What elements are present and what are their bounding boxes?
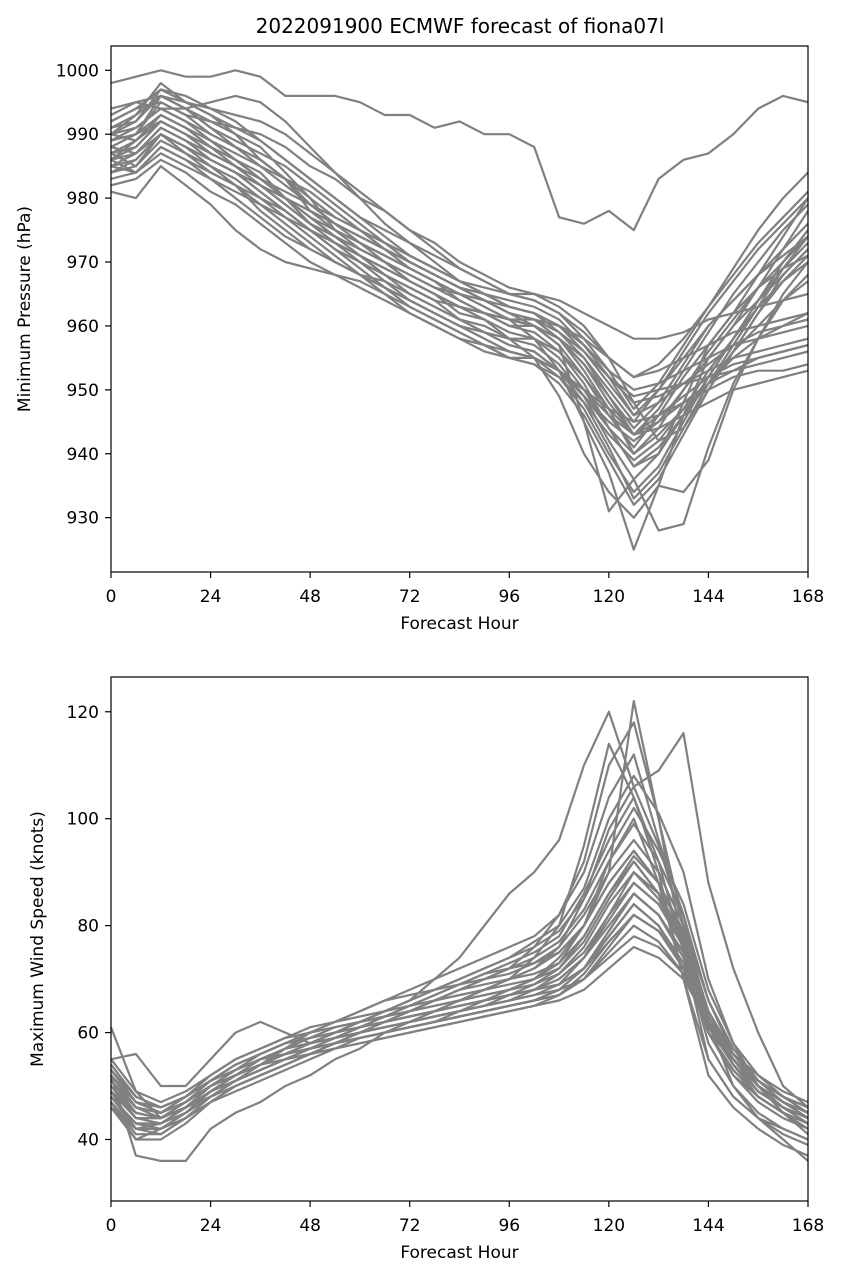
- wind-x-tick-label: 96: [498, 1216, 520, 1236]
- wind-x-ticks: 0 24 48 72 96 120 144 168: [106, 1201, 824, 1236]
- pressure-y-tick-label: 980: [67, 189, 99, 209]
- wind-y-tick-label: 60: [77, 1024, 99, 1044]
- wind-member-line-32: [110, 913, 809, 1109]
- wind-x-axis-label: Forecast Hour: [400, 1243, 518, 1263]
- pressure-y-tick-label: 950: [67, 381, 99, 401]
- pressure-y-tick-label: 990: [67, 125, 99, 145]
- pressure-y-axis-label: Minimum Pressure (hPa): [15, 206, 35, 412]
- pressure-x-tick-label: 144: [692, 587, 724, 607]
- wind-x-tick-label: 0: [106, 1216, 117, 1236]
- pressure-x-tick-label: 168: [792, 587, 824, 607]
- wind-x-tick-label: 168: [792, 1216, 824, 1236]
- pressure-y-tick-label: 1000: [56, 61, 99, 81]
- pressure-member-line-23: [110, 113, 809, 436]
- wind-plot-frame: [110, 676, 809, 1202]
- wind-y-tick-label: 80: [77, 917, 99, 937]
- wind-x-tick-label: 144: [692, 1216, 724, 1236]
- pressure-member-line-13: [110, 94, 809, 411]
- wind-y-tick-label: 120: [67, 703, 99, 723]
- wind-x-tick-label: 120: [593, 1216, 625, 1236]
- pressure-member-line-29: [110, 113, 809, 417]
- pressure-y-tick-label: 930: [67, 509, 99, 529]
- wind-member-line-27: [110, 945, 809, 1120]
- pressure-y-tick-label: 940: [67, 445, 99, 465]
- wind-panel: 0 24 48 72 96 120 144 168 40 60 80 100 120 Forecast…: [28, 676, 824, 1263]
- pressure-x-tick-label: 96: [498, 587, 520, 607]
- wind-member-line-31: [110, 913, 809, 1120]
- wind-y-ticks: 40 60 80 100 120: [67, 703, 111, 1151]
- pressure-y-ticks: 930 940 950 960 970 980 990 1000: [56, 61, 111, 529]
- pressure-x-axis-label: Forecast Hour: [400, 614, 518, 634]
- wind-x-tick-label: 24: [200, 1216, 222, 1236]
- pressure-y-tick-label: 960: [67, 317, 99, 337]
- pressure-member-line-28: [110, 133, 809, 423]
- wind-y-axis-label: Maximum Wind Speed (knots): [28, 811, 48, 1067]
- pressure-plot-frame: [110, 45, 809, 573]
- pressure-x-tick-label: 120: [593, 587, 625, 607]
- chart-title: 2022091900 ECMWF forecast of fiona07l: [256, 14, 665, 38]
- wind-x-tick-label: 72: [399, 1216, 421, 1236]
- pressure-member-line-1: [110, 69, 809, 232]
- pressure-y-tick-label: 970: [67, 253, 99, 273]
- pressure-x-tick-label: 24: [200, 587, 222, 607]
- pressure-member-line-31: [110, 94, 809, 379]
- pressure-x-ticks: 0 24 48 72 96 120 144 168: [106, 572, 824, 607]
- wind-series-layer: [109, 700, 809, 1162]
- wind-y-tick-label: 100: [67, 810, 99, 830]
- pressure-member-line-30: [110, 145, 809, 436]
- pressure-x-tick-label: 0: [106, 587, 117, 607]
- pressure-x-tick-label: 72: [399, 587, 421, 607]
- wind-y-tick-label: 40: [77, 1131, 99, 1151]
- wind-member-line-21: [110, 855, 809, 1136]
- pressure-x-tick-label: 48: [299, 587, 321, 607]
- wind-x-tick-label: 48: [299, 1216, 321, 1236]
- pressure-member-line-32: [110, 126, 809, 391]
- pressure-series-layer: [110, 69, 809, 551]
- pressure-panel: 2022091900 ECMWF forecast of fiona07l 0 2…: [15, 14, 824, 634]
